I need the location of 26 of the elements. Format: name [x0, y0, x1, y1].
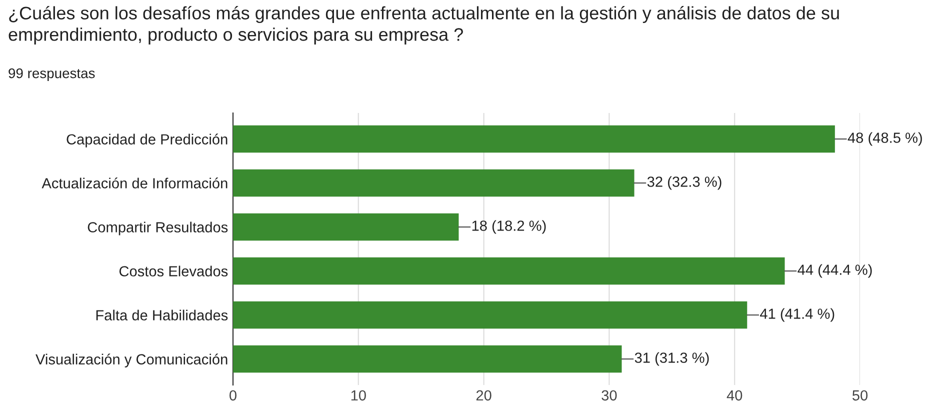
- bar: [233, 257, 785, 285]
- x-tick-label: 10: [351, 390, 366, 401]
- bar: [233, 301, 748, 329]
- y-tick-label: Costos Elevados: [119, 266, 228, 276]
- x-tick-label: 30: [602, 390, 617, 401]
- data-label: 44 (44.4 %): [798, 264, 872, 278]
- y-tick-label: Falta de Habilidades: [96, 310, 228, 320]
- bar: [233, 169, 634, 197]
- y-tick-label: Visualización y Comunicación: [36, 354, 228, 368]
- bar: [233, 213, 459, 241]
- x-tick-label: 40: [726, 390, 742, 401]
- y-tick-label: Capacidad de Predicción: [66, 134, 228, 148]
- text: 99 respuestas: [8, 68, 95, 81]
- y-tick-label: Compartir Resultados: [88, 222, 228, 236]
- x-tick-label: 50: [852, 390, 868, 401]
- data-label: 32 (32.3 %): [647, 176, 722, 190]
- data-label: 31 (31.3 %): [634, 352, 709, 366]
- data-label: 18 (18.2 %): [472, 220, 546, 234]
- x-tick-label: 0: [230, 390, 236, 401]
- x-tick-label: 20: [476, 390, 492, 401]
- bar: [233, 125, 835, 153]
- y-tick-label: Actualización de Información: [42, 178, 228, 188]
- chart-title: ¿Cuáles son los desafíos más grandes que enfrenta actualmente en la gestión y análisis de datos de su emprendimiento, producto o servicios para su empresa ?: [8, 6, 839, 44]
- data-label: 48 (48.5 %): [848, 132, 922, 146]
- data-label: 41 (41.4 %): [760, 308, 834, 322]
- bar: [233, 345, 622, 373]
